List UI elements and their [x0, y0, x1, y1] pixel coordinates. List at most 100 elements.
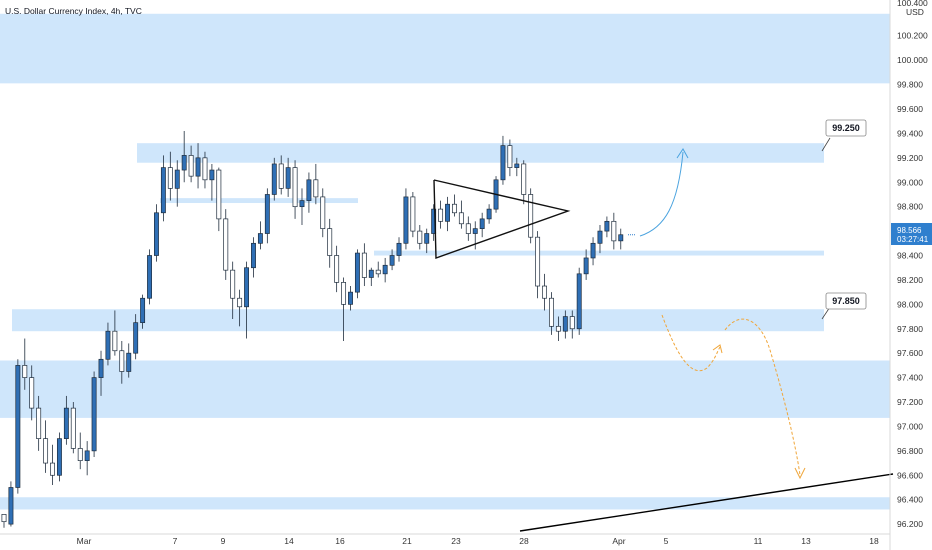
candle	[160, 155, 166, 222]
rising-trendline	[519, 473, 894, 532]
candle-body	[583, 257, 589, 275]
candle-body	[70, 407, 76, 449]
candle	[126, 343, 132, 378]
candle-body	[555, 325, 561, 332]
candle-body	[181, 155, 187, 171]
y-tick-label: 99.000	[897, 177, 923, 187]
candle-body	[257, 233, 263, 244]
support-zone-97850	[12, 309, 824, 332]
chart-title: U.S. Dollar Currency Index, 4h, TVC	[5, 6, 142, 16]
resistance-zone-99250	[137, 143, 824, 163]
candle-body	[202, 157, 208, 181]
candle-body	[244, 267, 249, 308]
y-tick-label: 99.600	[897, 104, 923, 114]
x-tick-label: 13	[801, 536, 811, 546]
candle-body	[389, 255, 395, 266]
candle	[375, 261, 381, 278]
candle-body	[618, 234, 624, 242]
candle-body	[500, 145, 506, 181]
candle	[611, 212, 617, 250]
candle	[278, 155, 284, 195]
candle-body	[223, 218, 229, 271]
candle	[56, 432, 62, 482]
candle	[417, 224, 423, 250]
candle	[458, 200, 464, 229]
candle	[348, 286, 353, 311]
candle-body	[486, 208, 492, 220]
callout-lower-level[interactable]: 97.850	[821, 292, 867, 320]
support-zone-97300	[0, 360, 890, 418]
y-axis-ticks: 100.200 100.000 99.800 99.600 99.400 99.200 99…	[897, 31, 928, 529]
candle-body	[119, 350, 125, 372]
y-tick-label: 98.400	[897, 251, 923, 261]
candle-body	[514, 163, 520, 168]
y-tick-label: 98.200	[897, 275, 923, 285]
x-tick-label: 16	[335, 536, 345, 546]
annotation-layer: 99.250 97.850	[433, 119, 894, 532]
candle-body	[29, 377, 35, 409]
candle-body	[452, 203, 457, 214]
currency-label: USD	[906, 7, 924, 17]
candle-body	[112, 330, 118, 352]
candle	[361, 243, 367, 287]
x-tick-label: 14	[284, 536, 294, 546]
candle	[174, 160, 180, 207]
candle	[403, 188, 409, 250]
candle-body	[569, 316, 575, 330]
candle-body	[237, 297, 243, 308]
candle	[63, 395, 69, 445]
candle-body	[348, 291, 353, 305]
candle	[486, 204, 492, 224]
candle-body	[306, 179, 312, 201]
candle-body	[140, 297, 146, 324]
x-tick-label: 18	[869, 536, 879, 546]
candle-body	[91, 377, 97, 452]
bearish-projection-2	[724, 318, 801, 476]
candle-body	[147, 255, 152, 299]
last-price-tag[interactable]: 98.566 03:27:41	[891, 223, 932, 245]
candle	[223, 209, 229, 280]
candle-body	[576, 273, 582, 330]
candle	[50, 444, 55, 486]
callout-upper-level-text: 99.250	[832, 123, 860, 133]
candle-body	[77, 448, 83, 461]
candle-body	[167, 167, 173, 189]
candle	[500, 135, 506, 185]
candle	[147, 249, 152, 305]
x-tick-label: Mar	[77, 536, 92, 546]
candle	[445, 196, 450, 232]
x-tick-label: Apr	[612, 536, 625, 546]
y-tick-label: 97.600	[897, 348, 923, 358]
candle	[465, 216, 471, 241]
candle-body	[542, 285, 547, 299]
candle	[424, 228, 430, 254]
candle-body	[264, 194, 270, 234]
candle	[396, 237, 402, 262]
candle-body	[611, 220, 617, 242]
candle	[181, 130, 187, 183]
callout-lower-level-text: 97.850	[832, 296, 860, 306]
candle-body	[292, 167, 298, 208]
y-tick-label: 96.800	[897, 446, 923, 456]
candle	[77, 432, 83, 470]
x-tick-label: 23	[451, 536, 461, 546]
candle-body	[445, 203, 450, 222]
candle	[507, 139, 513, 177]
candle-body	[521, 163, 527, 195]
callout-upper-level[interactable]: 99.250	[821, 119, 867, 152]
candle	[133, 314, 139, 360]
candle-body	[535, 236, 541, 287]
candle-body	[562, 316, 568, 332]
candle-body	[431, 208, 437, 234]
candle	[618, 228, 624, 250]
bearish-projection-arrowhead-2	[794, 467, 806, 480]
y-tick-label: 97.200	[897, 397, 923, 407]
candle	[43, 420, 49, 473]
y-tick-label: 98.800	[897, 202, 923, 212]
candle-body	[472, 228, 478, 234]
y-tick-label: 96.600	[897, 470, 923, 480]
candle-body	[396, 242, 402, 256]
candle	[202, 151, 208, 189]
candle	[576, 267, 582, 335]
